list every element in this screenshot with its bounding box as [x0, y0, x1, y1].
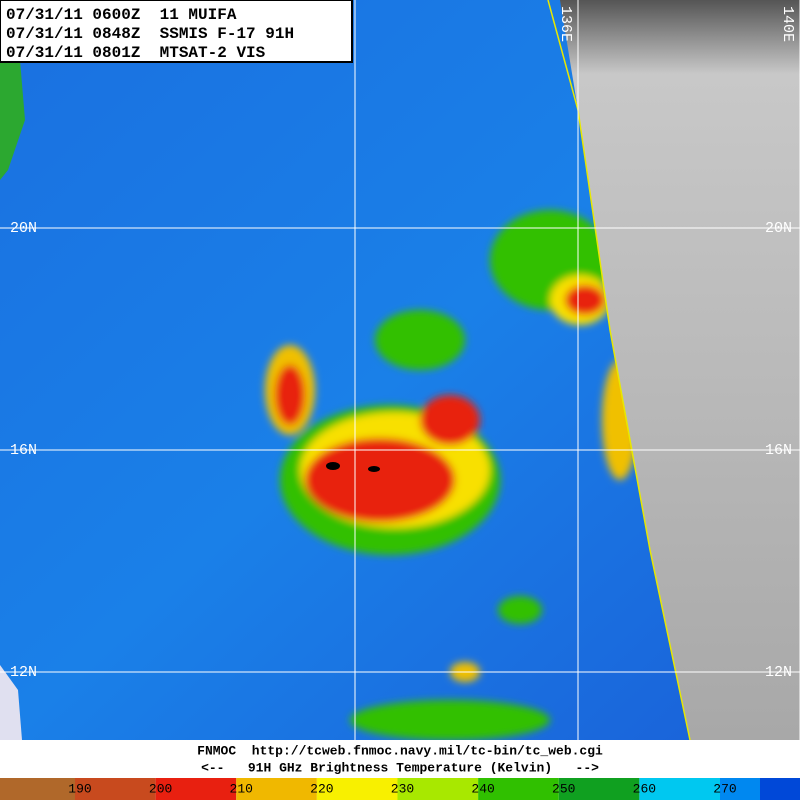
colorbar-segment — [720, 778, 760, 800]
colorbar-segment — [558, 778, 640, 800]
colorbar-segment — [0, 778, 75, 800]
lon-label: 136E — [557, 6, 574, 42]
footer-source: FNMOC http://tcweb.fnmoc.navy.mil/tc-bin… — [197, 743, 603, 758]
colorbar-segment — [236, 778, 317, 800]
colorbar-label: 260 — [633, 781, 656, 796]
lat-label: 12N — [10, 664, 37, 681]
colorbar-label: 230 — [391, 781, 414, 796]
colorbar-segment — [316, 778, 398, 800]
colorbar: 190 200 210 220 230 240 250 260 270 — [0, 778, 800, 800]
colorbar-label: 240 — [471, 781, 494, 796]
colorbar-segment — [478, 778, 559, 800]
colorbar-segment — [397, 778, 479, 800]
colorbar-segment — [639, 778, 720, 800]
land — [0, 60, 25, 180]
lon-label: 140E — [779, 6, 796, 42]
lat-label: 16N — [10, 442, 37, 459]
footer — [0, 740, 800, 778]
cold-spot — [368, 466, 380, 472]
header-box — [0, 0, 353, 63]
header-line: 07/31/11 0848Z SSMIS F-17 91H — [6, 25, 294, 43]
lat-label: 16N — [765, 442, 792, 459]
header-line: 07/31/11 0600Z 11 MUIFA — [6, 6, 237, 24]
footer-legend: <-- 91H GHz Brightness Temperature (Kelv… — [201, 760, 599, 775]
lat-label: 20N — [765, 220, 792, 237]
swath-edge — [547, 0, 691, 741]
colorbar-label: 250 — [552, 781, 575, 796]
lat-label: 20N — [10, 220, 37, 237]
colorbar-label: 220 — [310, 781, 333, 796]
colorbar-label: 210 — [230, 781, 253, 796]
colorbar-segment — [760, 778, 800, 800]
colorbar-label: 190 — [68, 781, 91, 796]
island — [0, 665, 22, 740]
header-line: 07/31/11 0801Z MTSAT-2 VIS — [6, 44, 266, 62]
storm — [265, 210, 638, 740]
cold-spot — [326, 462, 340, 470]
colorbar-segment — [155, 778, 237, 800]
visible-imagery — [560, 0, 800, 740]
colorbar-label: 200 — [149, 781, 172, 796]
lat-label: 12N — [765, 664, 792, 681]
colorbar-label: 270 — [713, 781, 736, 796]
colorbar-segment — [75, 778, 156, 800]
